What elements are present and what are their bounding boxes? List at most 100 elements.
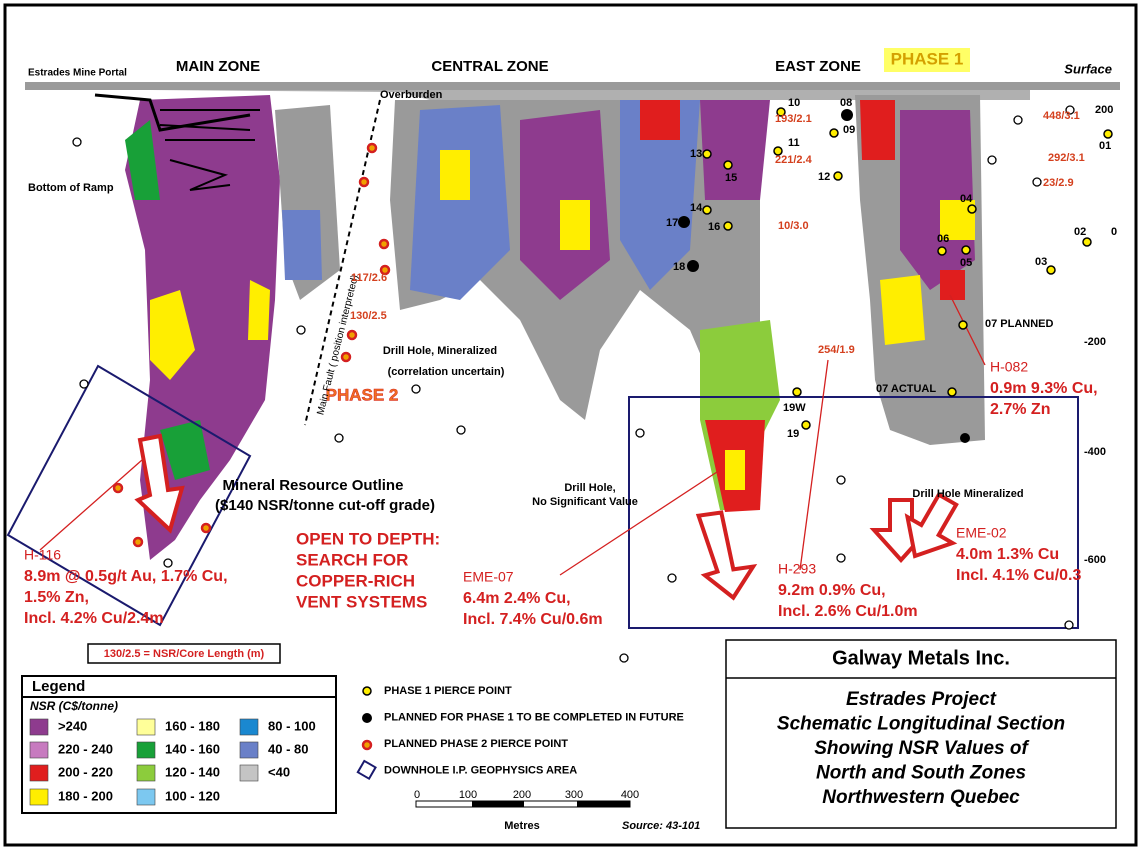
- hole-label: 14: [690, 202, 703, 214]
- legend-label: 40 - 80: [268, 741, 308, 756]
- assay-result: 6.4m 2.4% Cu,: [463, 590, 571, 607]
- annotation: Drill Hole,: [564, 482, 615, 494]
- overburden-label: Overburden: [380, 89, 443, 101]
- phase1-bg: [884, 48, 970, 72]
- legend-label: <40: [268, 764, 290, 779]
- zone-label: CENTRAL ZONE: [431, 58, 548, 75]
- hole-label: 200: [1095, 104, 1113, 116]
- open-to-depth: VENT SYSTEMS: [296, 592, 427, 611]
- legend-label: 220 - 240: [58, 741, 113, 756]
- nsr-label: 117/2.6: [351, 272, 387, 284]
- hole-label: 07 ACTUAL: [876, 383, 936, 395]
- assay-result: 9.2m 0.9% Cu,: [778, 582, 886, 599]
- annotation: Drill Hole Mineralized: [912, 488, 1023, 500]
- legend-swatch: [29, 788, 49, 806]
- hole-label: 08: [840, 97, 852, 109]
- title-line: Showing NSR Values of: [814, 738, 1029, 759]
- ip-area: [628, 396, 1079, 629]
- portal-label: Estrades Mine Portal: [28, 68, 127, 79]
- scale-tick: 300: [565, 789, 583, 801]
- legend-swatch: [29, 764, 49, 782]
- section-geology: [25, 82, 1120, 560]
- leader-lines: [39, 294, 986, 576]
- surface-label: Surface: [1064, 61, 1112, 76]
- annotation: No Significant Value: [532, 496, 638, 508]
- scale-tick: 400: [621, 789, 639, 801]
- hole-label: 05: [960, 257, 972, 269]
- legend-label: 140 - 160: [165, 741, 220, 756]
- hole-label: 06: [937, 233, 949, 245]
- source: Source: 43-101: [622, 820, 700, 832]
- note-box: [87, 643, 281, 664]
- open-to-depth: OPEN TO DEPTH:: [296, 529, 440, 548]
- nsr-label: 448/3.1: [1043, 110, 1080, 122]
- nsr-label: 130/2.5: [350, 310, 387, 322]
- symbol-label: DOWNHOLE I.P. GEOPHYSICS AREA: [384, 764, 577, 776]
- nsr-label: 10/3.0: [778, 220, 809, 232]
- scale-tick: 0: [414, 789, 420, 801]
- symbol: [362, 713, 372, 723]
- legend-label: 120 - 140: [165, 764, 220, 779]
- assay-result: 8.9m @ 0.5g/t Au, 1.7% Cu,: [24, 568, 228, 585]
- planned-points: [678, 109, 970, 443]
- title-line: Schematic Longitudinal Section: [777, 714, 1065, 735]
- annotation: Drill Hole, Mineralized: [383, 345, 497, 357]
- hole-label: 19W: [783, 402, 806, 414]
- legend-label: 100 - 120: [165, 788, 220, 803]
- zone-label: EAST ZONE: [775, 58, 861, 75]
- hole-id: EME-07: [463, 569, 514, 585]
- hole-label: 18: [673, 261, 685, 273]
- legend-label: 160 - 180: [165, 718, 220, 733]
- nsr-label: 221/2.4: [775, 154, 813, 166]
- hole-label: 10: [788, 97, 800, 109]
- ramp-label: Bottom of Ramp: [28, 182, 114, 194]
- assay-result: 1.5% Zn,: [24, 589, 89, 606]
- legend-subtitle: NSR (C$/tonne): [30, 699, 118, 713]
- company: Galway Metals Inc.: [832, 647, 1010, 669]
- symbol-label: PLANNED FOR PHASE 1 TO BE COMPLETED IN F…: [384, 711, 684, 723]
- title-box: [725, 639, 1117, 829]
- symbol: [356, 759, 377, 781]
- symbol-label: PHASE 1 PIERCE POINT: [384, 685, 512, 697]
- scale-unit: Metres: [504, 820, 539, 832]
- legend-label: 200 - 220: [58, 764, 113, 779]
- depth-label: -200: [1084, 336, 1106, 348]
- phase-label: PHASE 2: [326, 385, 399, 404]
- legend-swatch: [239, 764, 259, 782]
- pierce-points: [702, 107, 1113, 430]
- legend-swatch: [29, 718, 49, 736]
- nsr-label: 254/1.9: [818, 344, 855, 356]
- nsr-label: 292/3.1: [1048, 152, 1085, 164]
- title-line: Northwestern Quebec: [822, 787, 1020, 808]
- phase2-points: [112, 142, 391, 548]
- assay-result: 0.9m 9.3% Cu,: [990, 380, 1098, 397]
- hole-id: EME-02: [956, 525, 1007, 541]
- legend-label: 180 - 200: [58, 788, 113, 803]
- symbol: [361, 739, 373, 751]
- legend-swatch: [239, 718, 259, 736]
- scale-tick: 200: [513, 789, 531, 801]
- hole-label: 09: [843, 124, 855, 136]
- hole-id: H-116: [24, 547, 61, 563]
- hole-label: 02: [1074, 226, 1086, 238]
- legend-swatch: [136, 718, 156, 736]
- drill-holes: [72, 105, 1075, 663]
- symbol: [362, 686, 372, 696]
- legend-swatch: [29, 741, 49, 759]
- phase-label: PHASE 1: [891, 49, 964, 68]
- hole-id: H-082: [990, 359, 1028, 375]
- legend-swatch: [136, 764, 156, 782]
- assay-result: Incl. 4.2% Cu/2.4m: [24, 610, 164, 627]
- legend-swatch: [239, 741, 259, 759]
- legend-label: 80 - 100: [268, 718, 316, 733]
- nsr-label: 23/2.9: [1043, 177, 1074, 189]
- assay-result: Incl. 2.6% Cu/1.0m: [778, 603, 918, 620]
- hole-label: 12: [818, 171, 830, 183]
- hole-label: 15: [725, 172, 737, 184]
- title-line: Estrades Project: [846, 689, 997, 710]
- hole-id: H-293: [778, 561, 816, 577]
- annotation: (correlation uncertain): [388, 366, 505, 378]
- depth-label: -400: [1084, 446, 1106, 458]
- legend-swatch: [136, 788, 156, 806]
